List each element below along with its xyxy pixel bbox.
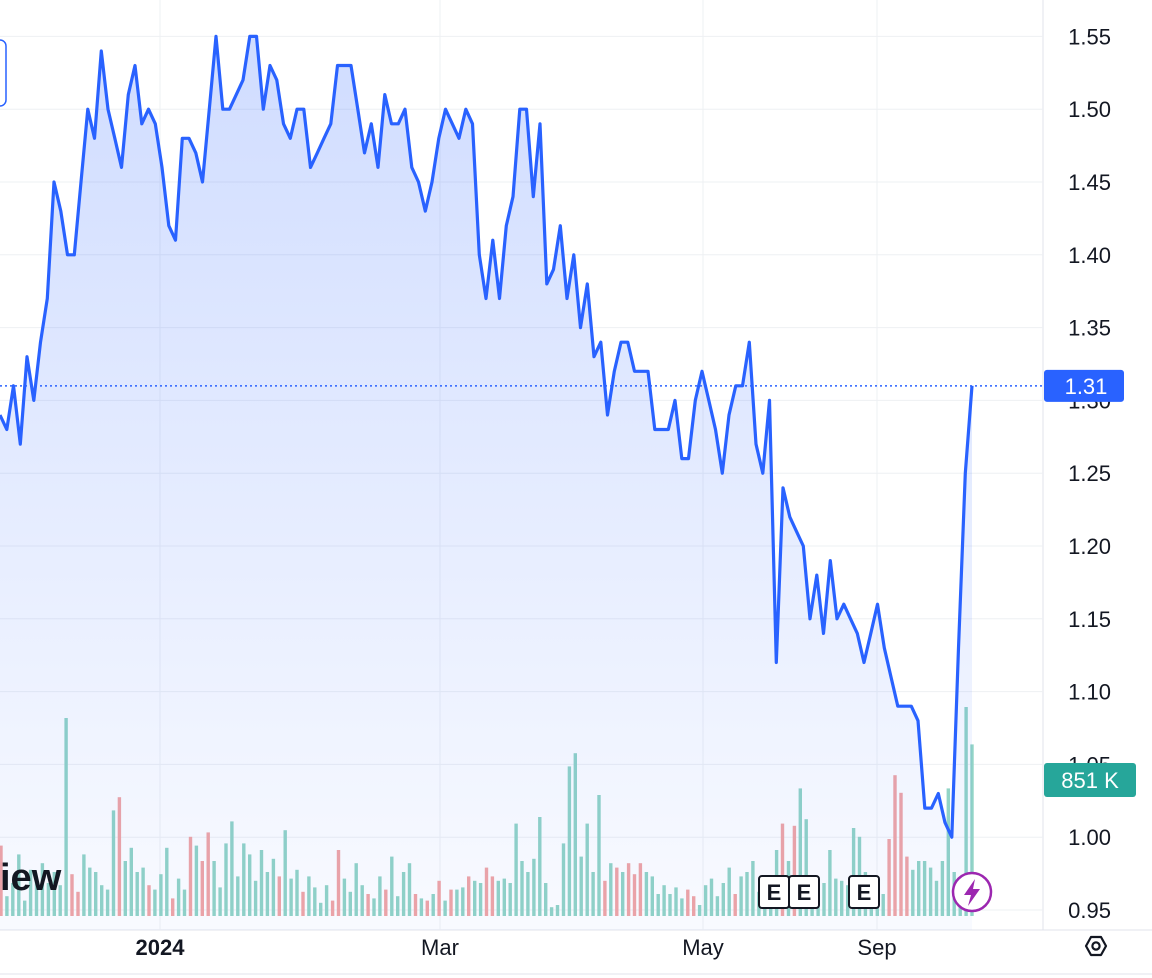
- last-price-badge: 1.31: [1044, 369, 1124, 402]
- y-tick-label: 1.45: [1068, 170, 1111, 195]
- price-area: [0, 34, 974, 930]
- volume-badge: 851 K: [1044, 763, 1136, 797]
- y-tick-label: 0.95: [1068, 898, 1111, 923]
- logo-watermark: iew: [0, 857, 62, 899]
- y-tick-label: 1.15: [1068, 607, 1111, 632]
- earnings-marker-label: E: [857, 880, 872, 905]
- x-axis-labels: 2024 Mar May Sep: [136, 935, 897, 960]
- y-tick-label: 1.40: [1068, 243, 1111, 268]
- y-tick-label: 1.20: [1068, 534, 1111, 559]
- price-area-fill: [0, 36, 972, 930]
- y-axis-labels: 1.551.501.451.401.351.301.251.201.151.10…: [1068, 24, 1111, 923]
- y-tick-label: 1.10: [1068, 680, 1111, 705]
- settings-icon[interactable]: [1084, 935, 1108, 957]
- lightning-icon[interactable]: [951, 871, 993, 913]
- y-tick-label: 1.55: [1068, 24, 1111, 49]
- x-tick-label: 2024: [136, 935, 186, 960]
- earnings-marker[interactable]: E: [758, 875, 790, 909]
- x-tick-label: Mar: [421, 935, 459, 960]
- price-line: [0, 34, 974, 839]
- x-tick-label: May: [682, 935, 724, 960]
- y-tick-label: 1.25: [1068, 461, 1111, 486]
- last-volume-value: 851 K: [1061, 768, 1119, 793]
- earnings-marker[interactable]: E: [788, 875, 820, 909]
- earnings-marker-label: E: [767, 880, 782, 905]
- y-tick-label: 1.00: [1068, 825, 1111, 850]
- y-tick-label: 1.35: [1068, 316, 1111, 341]
- y-tick-label: 1.50: [1068, 97, 1111, 122]
- x-tick-label: Sep: [857, 935, 896, 960]
- last-price-value: 1.31: [1065, 374, 1108, 399]
- legend-box[interactable]: [0, 39, 7, 107]
- earnings-marker-label: E: [797, 880, 812, 905]
- earnings-marker[interactable]: E: [848, 875, 880, 909]
